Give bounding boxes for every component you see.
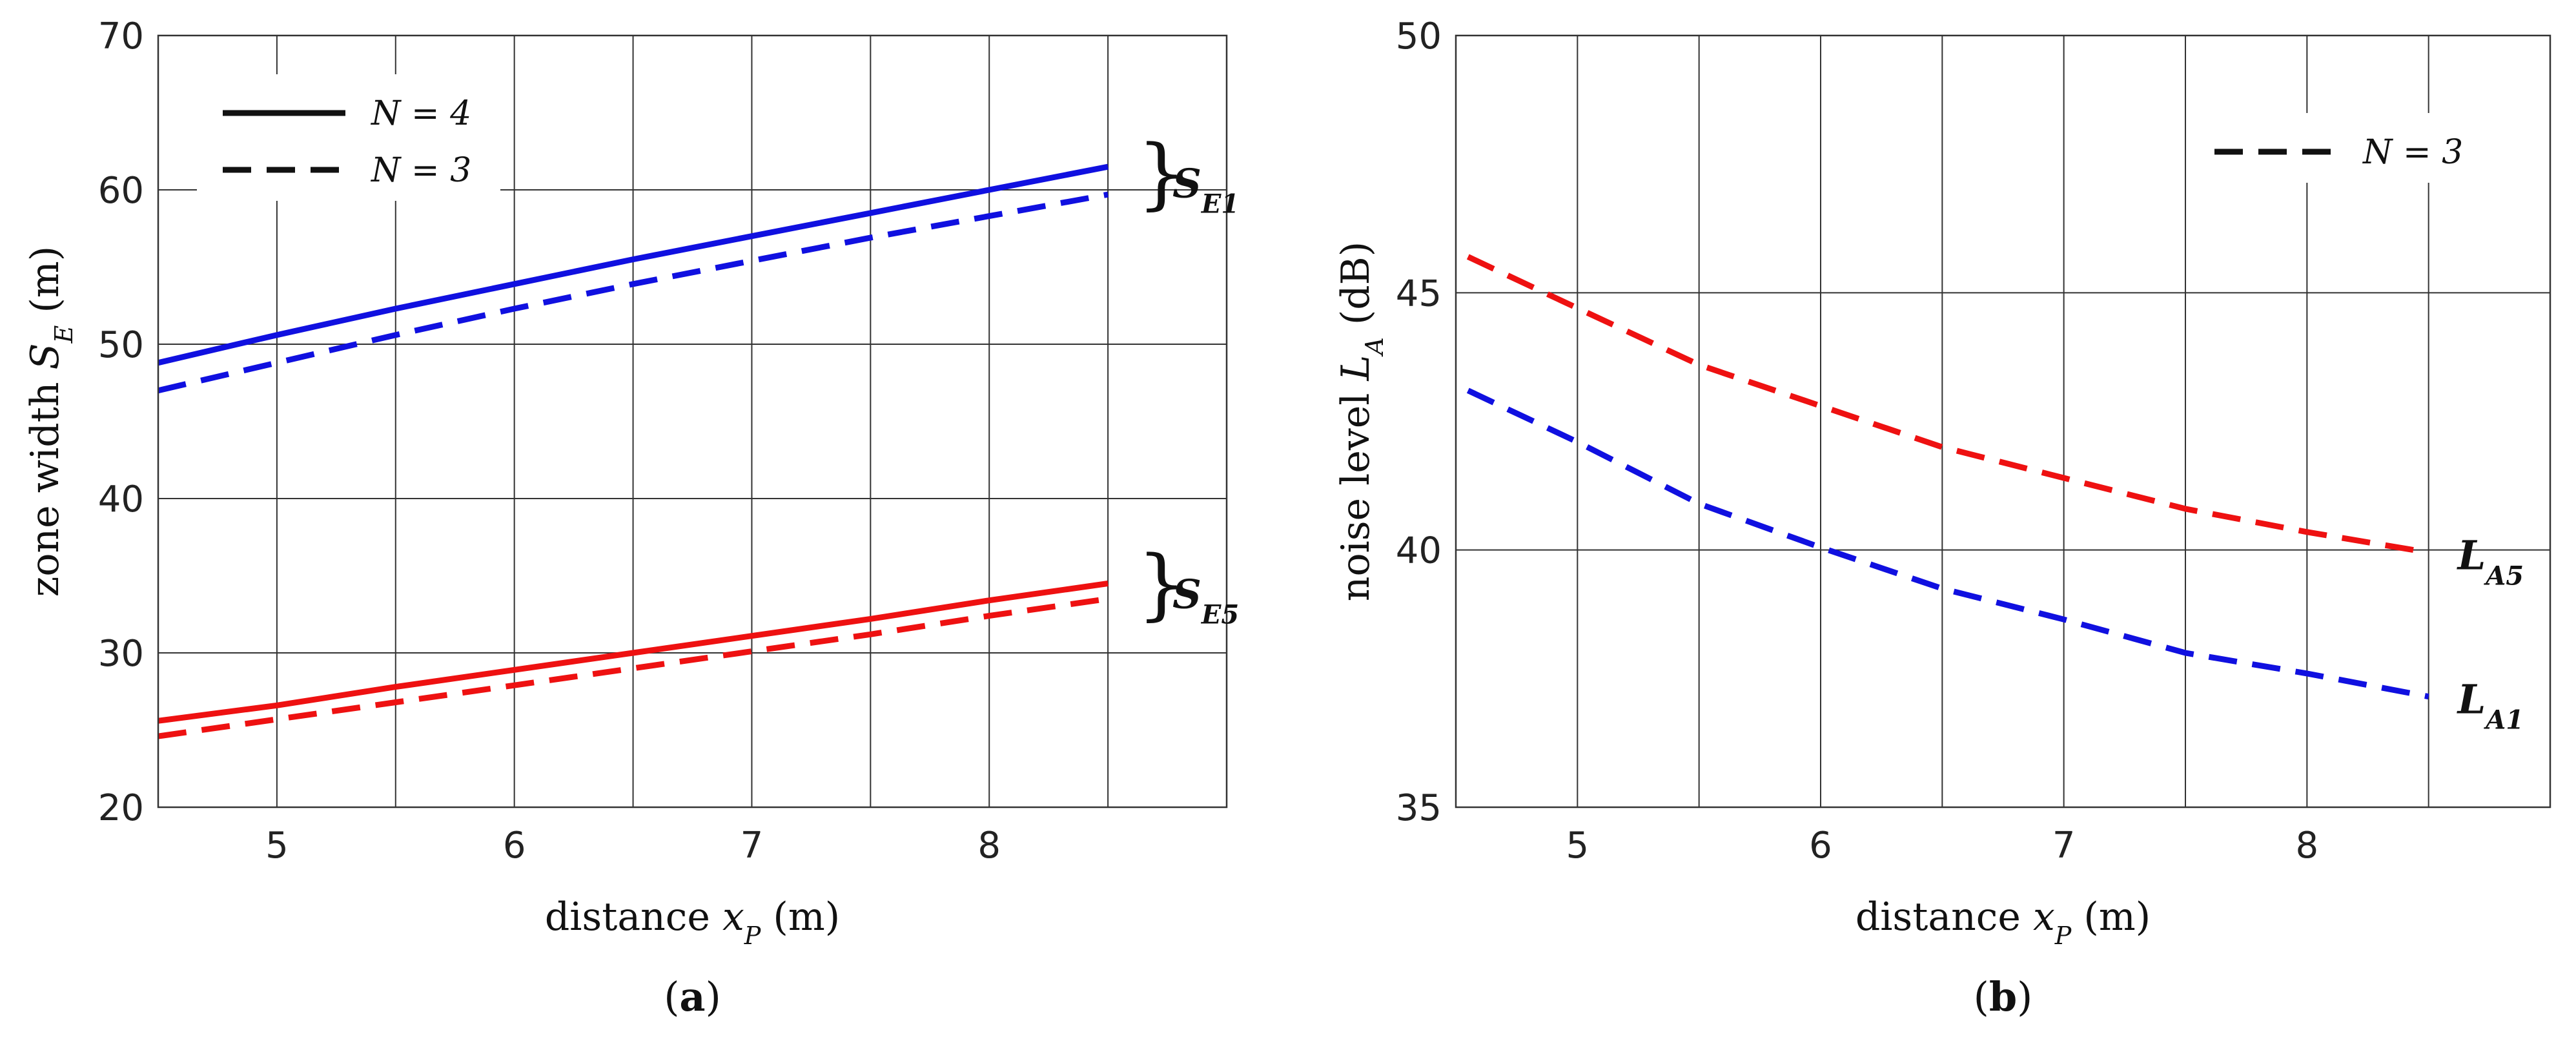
panel-b-y-axis-label: noise level LA (dB) xyxy=(1333,242,1389,601)
panel-b-label: (b) xyxy=(1974,973,2033,1020)
b-x-tick-label: 6 xyxy=(1809,825,1832,867)
b-legend-label-0: N = 3 xyxy=(2362,133,2463,172)
a-legend-box xyxy=(197,74,500,201)
a-series-line-3 xyxy=(158,595,1109,739)
panel-a-legend: N = 4 N = 3 xyxy=(197,74,500,201)
panel-a-label: (a) xyxy=(664,973,721,1020)
panel-b-chart: 5 6 7 8 35 40 45 50 N = 3 LA5 LA1 distance xP (m… xyxy=(1333,15,2551,1020)
a-legend-label-1: N = 3 xyxy=(370,151,471,190)
b-y-tick-label: 50 xyxy=(1396,15,1442,57)
a-annotation-1: SE5 xyxy=(1172,570,1239,630)
a-x-tick-label: 8 xyxy=(977,825,1001,867)
panel-a-annotations: }SE1}SE5 xyxy=(1137,129,1239,630)
panel-b-annotations: LA5 LA1 xyxy=(2457,532,2524,736)
a-series-line-1 xyxy=(157,191,1109,394)
b-series-line-1 xyxy=(1466,387,2429,700)
b-annotation-0: LA5 xyxy=(2457,532,2524,592)
a-series-line-0 xyxy=(157,163,1109,366)
a-series-line-2 xyxy=(158,581,1109,724)
a-y-tick-label: 40 xyxy=(98,479,144,520)
a-x-tick-label: 7 xyxy=(741,825,764,867)
b-y-tick-label: 35 xyxy=(1396,787,1442,829)
b-y-tick-label: 40 xyxy=(1396,530,1442,572)
panel-b-series xyxy=(1466,254,2429,700)
a-y-tick-label: 60 xyxy=(98,170,144,212)
b-y-tick-label: 45 xyxy=(1396,273,1442,314)
panel-b-tick-labels: 5 6 7 8 35 40 45 50 xyxy=(1396,15,2318,867)
panel-a-tick-labels: 5 6 7 8 20 30 40 50 60 70 xyxy=(98,15,1001,867)
panel-a-plot-frame xyxy=(157,34,1228,809)
a-annotation-0: SE1 xyxy=(1172,160,1239,220)
a-y-tick-label: 70 xyxy=(98,15,144,57)
a-y-tick-label: 30 xyxy=(98,633,144,675)
panel-a-series xyxy=(157,163,1109,739)
a-y-tick-label: 50 xyxy=(98,324,144,366)
a-annotation-brace-0: } xyxy=(1137,129,1186,219)
b-legend-box xyxy=(2189,113,2492,183)
panel-b-legend: N = 3 xyxy=(2189,113,2492,183)
b-x-tick-label: 5 xyxy=(1566,825,1590,867)
b-x-tick-label: 7 xyxy=(2052,825,2076,867)
panel-b-x-axis-label: distance xP (m) xyxy=(1855,894,2151,950)
panel-b-plot-frame xyxy=(1455,34,2551,809)
b-series-line-0 xyxy=(1466,254,2429,556)
a-x-tick-label: 5 xyxy=(265,825,289,867)
panel-a-x-axis-label: distance xP (m) xyxy=(545,894,840,950)
a-annotation-brace-1: } xyxy=(1137,539,1186,629)
a-y-tick-label: 20 xyxy=(98,787,144,829)
panel-a-y-axis-label: zone width SE (m) xyxy=(23,246,78,597)
a-x-tick-label: 6 xyxy=(503,825,526,867)
a-legend-label-0: N = 4 xyxy=(370,94,471,133)
b-x-tick-label: 8 xyxy=(2296,825,2319,867)
b-annotation-1: LA1 xyxy=(2457,676,2524,736)
